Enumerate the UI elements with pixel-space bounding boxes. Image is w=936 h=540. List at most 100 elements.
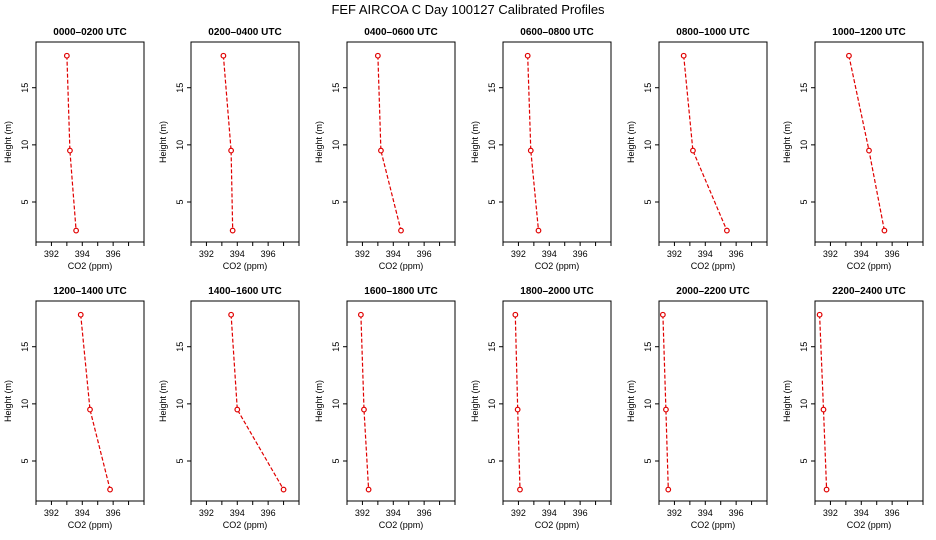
panel-grid: 0000–0200 UTC 392 394 396 5 10 15 CO2 (ppm) Heig… bbox=[3, 27, 924, 530]
data-point bbox=[524, 52, 531, 59]
y-tick-label: 15 bbox=[20, 83, 30, 93]
y-tick-label: 10 bbox=[331, 399, 341, 409]
x-tick-label: 394 bbox=[854, 249, 869, 259]
x-tick-label: 394 bbox=[542, 249, 557, 259]
y-axis-label: Height (m) bbox=[470, 121, 480, 163]
plot-frame bbox=[502, 300, 612, 502]
y-axis-label: Height (m) bbox=[3, 380, 13, 422]
x-tick-label: 392 bbox=[199, 249, 214, 259]
x-tick-label: 396 bbox=[729, 508, 744, 518]
x-axis-label: CO2 (ppm) bbox=[379, 261, 424, 271]
y-axis-label: Height (m) bbox=[782, 121, 792, 163]
profile-line bbox=[377, 55, 402, 231]
data-point bbox=[816, 311, 823, 318]
y-tick-label: 10 bbox=[799, 140, 809, 150]
data-point bbox=[234, 406, 241, 413]
data-point bbox=[823, 486, 830, 493]
y-axis-label: Height (m) bbox=[3, 121, 13, 163]
x-axis-label: CO2 (ppm) bbox=[223, 520, 268, 530]
x-tick-label: 392 bbox=[823, 508, 838, 518]
y-axis-label: Height (m) bbox=[158, 380, 168, 422]
x-tick-label: 394 bbox=[698, 508, 713, 518]
y-axis-label: Height (m) bbox=[314, 380, 324, 422]
data-point bbox=[659, 311, 666, 318]
data-point bbox=[690, 147, 696, 154]
x-axis-label: CO2 (ppm) bbox=[535, 520, 580, 530]
plot-frame bbox=[658, 300, 768, 502]
data-point bbox=[73, 227, 80, 234]
x-axis-label: CO2 (ppm) bbox=[379, 520, 424, 530]
data-point bbox=[820, 406, 827, 413]
y-tick-label: 15 bbox=[331, 342, 341, 352]
data-point bbox=[87, 406, 93, 413]
y-tick-label: 5 bbox=[20, 458, 30, 463]
panel-title: 0600–0800 UTC bbox=[520, 27, 593, 38]
y-tick-label: 10 bbox=[175, 140, 185, 150]
plot-frame bbox=[814, 41, 924, 243]
y-tick-label: 10 bbox=[487, 140, 497, 150]
x-tick-label: 392 bbox=[44, 249, 59, 259]
x-tick-label: 394 bbox=[542, 508, 557, 518]
y-tick-label: 10 bbox=[331, 140, 341, 150]
y-tick-label: 15 bbox=[799, 342, 809, 352]
x-tick-label: 392 bbox=[355, 508, 370, 518]
x-tick-label: 396 bbox=[885, 249, 900, 259]
plot-frame bbox=[346, 41, 456, 243]
plot-frame bbox=[190, 300, 300, 502]
y-tick-label: 15 bbox=[487, 83, 497, 93]
y-tick-label: 5 bbox=[331, 458, 341, 463]
data-point bbox=[361, 406, 367, 413]
data-point bbox=[517, 486, 523, 493]
data-point bbox=[374, 52, 381, 59]
chart-panel: 2200–2400 UTC 392 394 396 5 10 15 CO2 (ppm) Heig… bbox=[782, 286, 924, 530]
data-point bbox=[378, 147, 384, 154]
profile-line bbox=[819, 314, 828, 490]
y-tick-label: 5 bbox=[799, 199, 809, 204]
chart-panel: 1800–2000 UTC 392 394 396 5 10 15 CO2 (ppm) Heig… bbox=[470, 286, 612, 530]
y-tick-label: 15 bbox=[643, 342, 653, 352]
plot-frame bbox=[814, 300, 924, 502]
data-point bbox=[514, 406, 521, 413]
profile-line bbox=[848, 55, 885, 231]
x-tick-label: 394 bbox=[230, 249, 245, 259]
y-tick-label: 15 bbox=[175, 83, 185, 93]
data-point bbox=[67, 147, 73, 154]
chart-panel: 0800–1000 UTC 392 394 396 5 10 15 CO2 (ppm) Heig… bbox=[626, 27, 768, 271]
y-axis-label: Height (m) bbox=[626, 121, 636, 163]
chart-panel: 0400–0600 UTC 392 394 396 5 10 15 CO2 (ppm) Heig… bbox=[314, 27, 456, 271]
y-tick-label: 15 bbox=[487, 342, 497, 352]
y-tick-label: 5 bbox=[487, 199, 497, 204]
data-point bbox=[77, 311, 84, 318]
profile-line bbox=[683, 55, 728, 231]
data-point bbox=[357, 311, 364, 318]
chart-panel: 1600–1800 UTC 392 394 396 5 10 15 CO2 (ppm) Heig… bbox=[314, 286, 456, 530]
data-point bbox=[220, 52, 227, 59]
y-tick-label: 10 bbox=[175, 399, 185, 409]
x-axis-label: CO2 (ppm) bbox=[847, 520, 892, 530]
x-tick-label: 396 bbox=[573, 508, 588, 518]
y-tick-label: 5 bbox=[331, 199, 341, 204]
x-tick-label: 392 bbox=[667, 508, 682, 518]
panel-title: 0400–0600 UTC bbox=[364, 27, 437, 38]
y-tick-label: 10 bbox=[20, 140, 30, 150]
y-tick-label: 15 bbox=[331, 83, 341, 93]
y-tick-label: 10 bbox=[20, 399, 30, 409]
y-tick-label: 5 bbox=[20, 199, 30, 204]
y-axis-label: Height (m) bbox=[158, 121, 168, 163]
y-tick-label: 5 bbox=[643, 199, 653, 204]
panel-title: 2200–2400 UTC bbox=[832, 286, 905, 297]
profile-line bbox=[662, 314, 669, 490]
y-tick-label: 15 bbox=[175, 342, 185, 352]
x-axis-label: CO2 (ppm) bbox=[68, 261, 113, 271]
chart-panel: 0200–0400 UTC 392 394 396 5 10 15 CO2 (ppm) Heig… bbox=[158, 27, 300, 271]
data-point bbox=[723, 227, 730, 234]
y-axis-label: Height (m) bbox=[782, 380, 792, 422]
x-tick-label: 394 bbox=[230, 508, 245, 518]
plot-frame bbox=[35, 41, 145, 243]
x-tick-label: 394 bbox=[386, 508, 401, 518]
y-tick-label: 5 bbox=[175, 458, 185, 463]
x-tick-label: 396 bbox=[729, 249, 744, 259]
y-axis-label: Height (m) bbox=[470, 380, 480, 422]
data-point bbox=[527, 147, 534, 154]
